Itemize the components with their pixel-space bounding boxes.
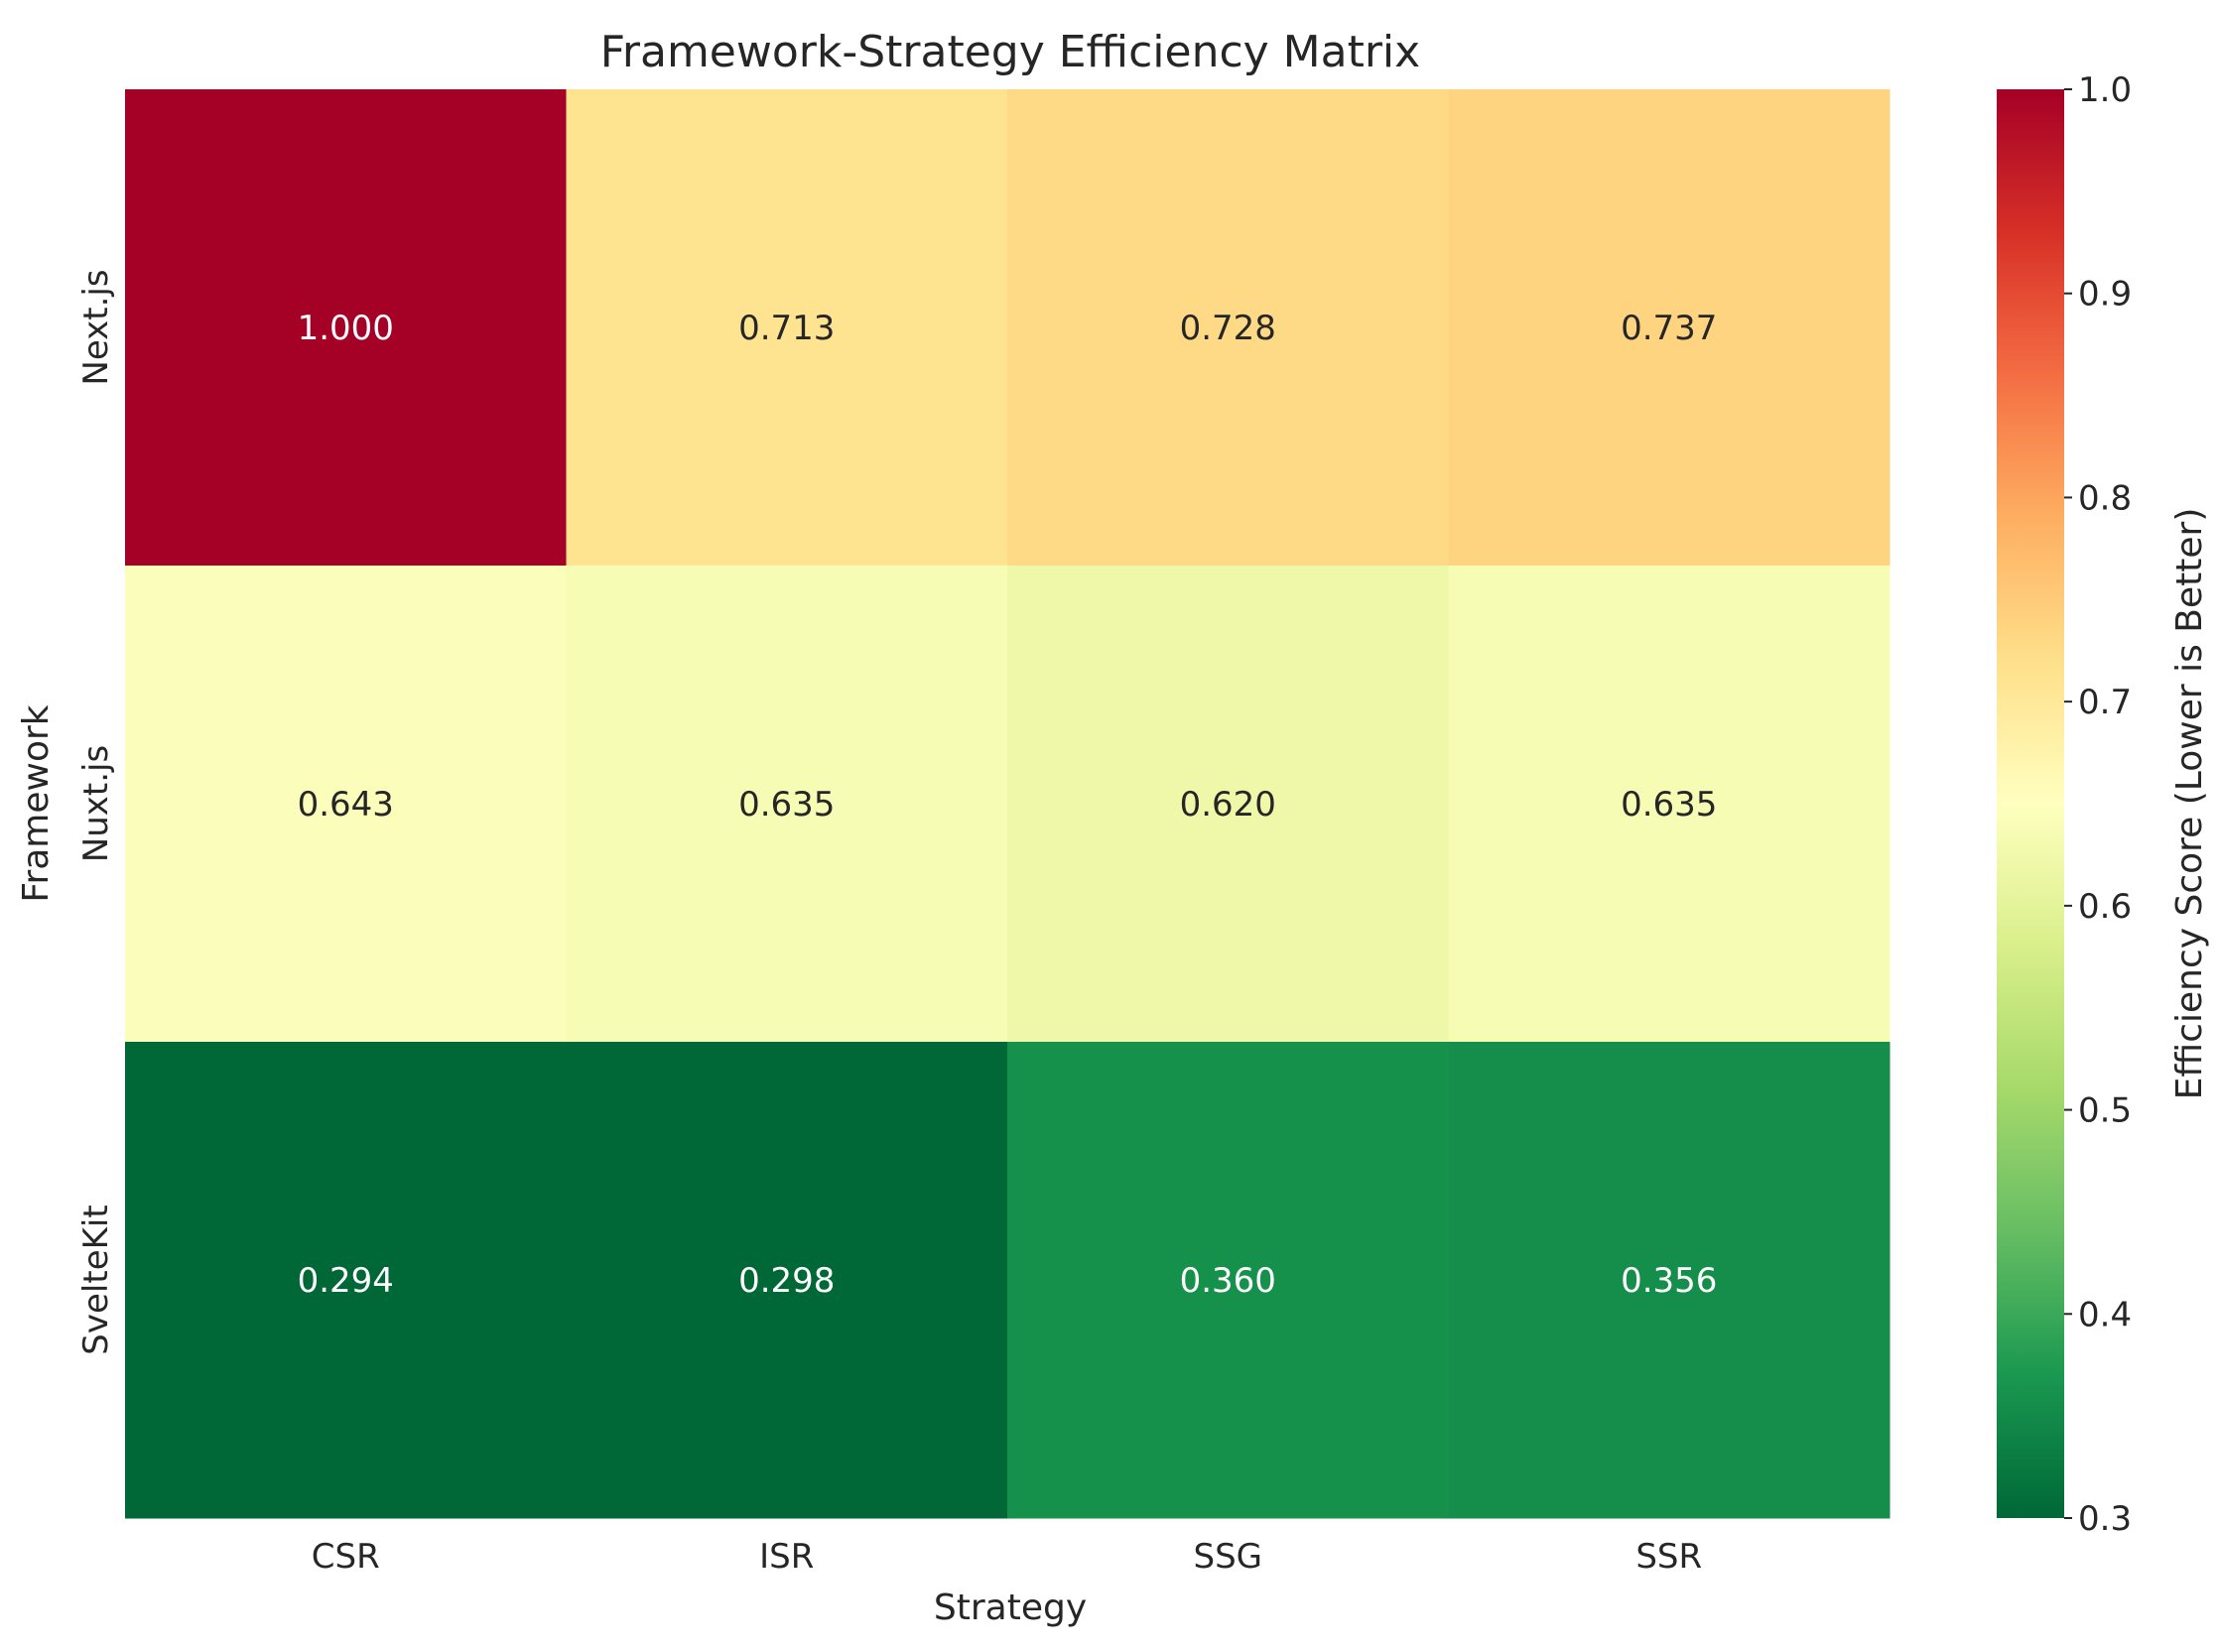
y-axis-label: Framework [16, 704, 57, 902]
heatmap-cell [1007, 89, 1449, 567]
heatmap-cell [1448, 1042, 1891, 1519]
heatmap-cell [566, 1042, 1008, 1519]
x-axis-label: Strategy [934, 1588, 1087, 1628]
colorbar-tick-label: 0.3 [2078, 1499, 2132, 1539]
x-axis-ticks: CSR ISR SSG SSR [312, 1537, 1702, 1577]
colorbar-tick-label: 0.5 [2078, 1091, 2132, 1131]
heatmap-cell-value: 0.356 [1621, 1261, 1717, 1301]
heatmap-cell [125, 566, 567, 1043]
heatmap-cell [1448, 566, 1891, 1043]
y-tick-label: Next.js [76, 269, 116, 385]
heatmap-cell-value: 0.713 [738, 309, 835, 348]
colorbar-ticks: 0.3 0.4 0.5 0.6 0.7 0.8 0.9 1.0 [2064, 70, 2132, 1539]
y-axis-ticks: Next.js Nuxt.js SvelteKit [76, 269, 116, 1354]
colorbar-label: Efficiency Score (Lower is Better) [2169, 508, 2210, 1100]
colorbar-tick-label: 0.9 [2078, 275, 2132, 315]
colorbar-tick-label: 0.8 [2078, 478, 2132, 518]
colorbar-tick-label: 0.7 [2078, 683, 2132, 722]
y-tick-label: SvelteKit [76, 1205, 116, 1354]
x-tick-label: SSG [1193, 1537, 1262, 1577]
chart-title: Framework-Strategy Efficiency Matrix [600, 27, 1420, 77]
heatmap-cell-value: 0.294 [298, 1261, 394, 1301]
colorbar-tick-label: 0.6 [2078, 887, 2132, 927]
y-tick-label: Nuxt.js [76, 745, 116, 862]
heatmap-cell-value: 0.728 [1180, 309, 1276, 348]
heatmap-cells [125, 89, 1891, 1519]
heatmap-cell [566, 89, 1008, 567]
colorbar-tick-label: 0.4 [2078, 1295, 2132, 1334]
x-tick-label: ISR [759, 1537, 814, 1577]
heatmap-cell-value: 0.643 [298, 785, 394, 825]
heatmap-cell-labels: 1.000 0.713 0.728 0.737 0.643 0.635 0.620 0.635… [298, 309, 1718, 1301]
heatmap-cell-value: 1.000 [298, 309, 394, 348]
heatmap-cell [566, 566, 1008, 1043]
heatmap-cell-value: 0.360 [1180, 1261, 1276, 1301]
heatmap-cell-value: 0.298 [738, 1261, 835, 1301]
x-tick-label: CSR [312, 1537, 380, 1577]
heatmap-cell [125, 1042, 567, 1519]
heatmap-cell-value: 0.737 [1621, 309, 1717, 348]
heatmap-cell-value: 0.620 [1180, 785, 1276, 825]
heatmap-cell-value: 0.635 [1621, 785, 1717, 825]
heatmap-cell [1007, 566, 1449, 1043]
heatmap-cell [1007, 1042, 1449, 1519]
colorbar-tick-label: 1.0 [2078, 70, 2132, 110]
heatmap-cell-value: 0.635 [738, 785, 835, 825]
x-tick-label: SSR [1635, 1537, 1702, 1577]
heatmap-cell [125, 89, 567, 567]
heatmap-cell [1448, 89, 1891, 567]
colorbar [1997, 89, 2064, 1518]
